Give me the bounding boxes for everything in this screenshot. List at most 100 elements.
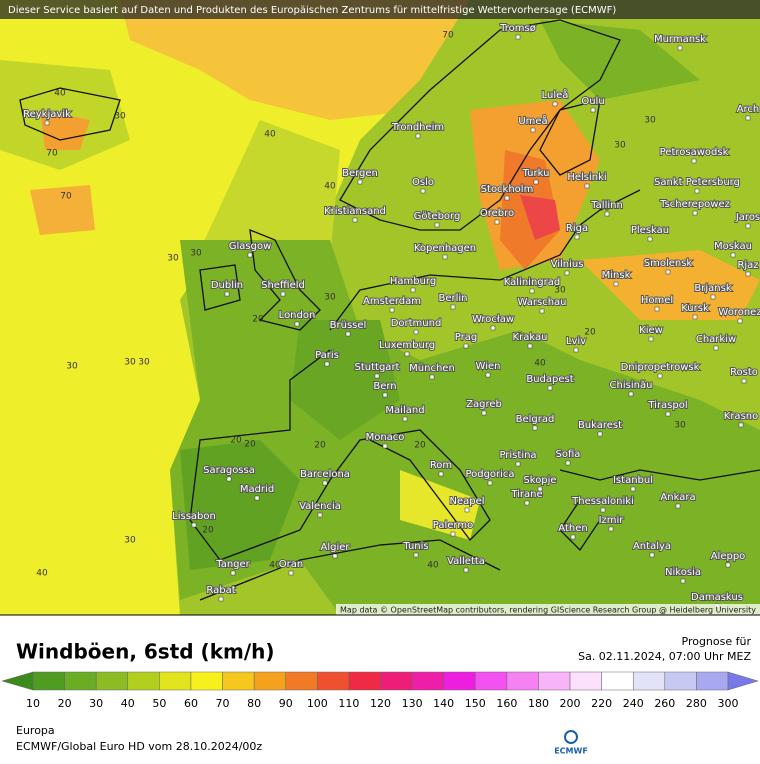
- city-dot: [570, 534, 576, 540]
- city-label: Tunis: [402, 541, 428, 552]
- colorbar-segment: [696, 671, 729, 691]
- city-label: Tanger: [215, 559, 250, 570]
- colorbar-segment: [317, 671, 350, 691]
- city-dot: [450, 531, 456, 537]
- contour-label: 20: [314, 441, 326, 451]
- attribution-bg: [336, 604, 760, 615]
- map-field: [180, 440, 300, 570]
- city-label: Tscherepowez: [659, 199, 730, 210]
- city-dot: [539, 308, 545, 314]
- city-dot: [494, 219, 500, 225]
- city-label: Chisinău: [610, 380, 653, 391]
- city-dot: [608, 526, 614, 532]
- city-dot: [590, 107, 596, 113]
- contour-label: 30: [644, 116, 656, 126]
- city-label: Saragossa: [203, 465, 255, 476]
- city-label: Kaliningrad: [504, 277, 560, 288]
- city-dot: [547, 385, 553, 391]
- contour-label: 30: [114, 112, 126, 122]
- region: Europa: [16, 724, 55, 737]
- city-dot: [429, 374, 435, 380]
- city-dot: [434, 222, 440, 228]
- map-field: [30, 185, 95, 235]
- model-run: ECMWF/Global Euro HD vom 28.10.2024/00z: [16, 740, 262, 753]
- colorbar-segment: [222, 671, 255, 691]
- city-dot: [647, 236, 653, 242]
- colorbar-segment: [569, 671, 602, 691]
- logo-text: ECMWF: [554, 747, 588, 756]
- contour-label: 40: [269, 561, 281, 571]
- city-label: Nikosia: [665, 567, 701, 578]
- city-dot: [322, 480, 328, 486]
- banner-bg: [0, 0, 760, 19]
- city-label: Aleppo: [711, 551, 746, 562]
- colorbar-tick-label: 20: [58, 697, 72, 710]
- contour-label: 70: [442, 31, 454, 41]
- city-dot: [657, 373, 663, 379]
- colorbar-tick-label: 140: [433, 697, 454, 710]
- colorbar-segment: [632, 671, 666, 691]
- colorbar-tick-label: 120: [370, 697, 391, 710]
- city-label: Monaco: [366, 432, 405, 443]
- colorbar-tick-label: 70: [216, 697, 230, 710]
- legend-title: Windböen, 6std (km/h): [16, 640, 275, 664]
- contour-label: 30: [124, 536, 136, 546]
- city-dot: [247, 252, 253, 258]
- city-label: Bergen: [342, 168, 378, 179]
- city-dot: [692, 210, 698, 216]
- city-label: Rosto: [730, 367, 758, 378]
- city-label: Reykjavik: [23, 109, 71, 120]
- city-dot: [529, 288, 535, 294]
- city-dot: [574, 234, 580, 240]
- city-label: Istanbul: [613, 475, 653, 486]
- city-label: Dublin: [211, 280, 243, 291]
- city-dot: [324, 361, 330, 367]
- city-dot: [487, 480, 493, 486]
- city-dot: [573, 347, 579, 353]
- colorbar-tick-label: 40: [121, 697, 135, 710]
- city-label: Minsk: [602, 270, 631, 281]
- city-label: Palermo: [433, 520, 473, 531]
- city-label: Kopenhagen: [414, 243, 476, 254]
- city-dot: [677, 45, 683, 51]
- city-label: Skopje: [523, 475, 556, 486]
- colorbar-tick-label: 200: [560, 697, 581, 710]
- city-dot: [438, 471, 444, 477]
- city-dot: [224, 291, 230, 297]
- city-label: Umeå: [518, 114, 547, 127]
- city-label: Göteborg: [414, 211, 461, 222]
- city-label: Brüssel: [330, 320, 367, 331]
- city-label: Woronez: [718, 307, 760, 318]
- colorbar-arrow: [727, 671, 759, 691]
- city-dot: [552, 101, 558, 107]
- city-label: München: [409, 363, 455, 374]
- city-label: Helsinki: [567, 172, 606, 183]
- city-label: Mailand: [385, 405, 424, 416]
- contour-label: 40: [598, 204, 610, 214]
- city-label: Krasno: [724, 411, 758, 422]
- city-dot: [649, 552, 655, 558]
- city-dot: [481, 410, 487, 416]
- city-dot: [515, 34, 521, 40]
- contour-label: 20: [584, 328, 596, 338]
- contour-label: 70: [60, 192, 72, 202]
- city-label: Antalya: [633, 541, 671, 552]
- city-label: Sofia: [556, 449, 581, 460]
- city-dot: [584, 183, 590, 189]
- city-label: Sheffield: [261, 280, 305, 291]
- city-dot: [191, 522, 197, 528]
- city-dot: [515, 461, 521, 467]
- city-dot: [280, 291, 286, 297]
- colorbar-tick-label: 180: [528, 697, 549, 710]
- city-dot: [738, 422, 744, 428]
- city-dot: [420, 188, 426, 194]
- city-label: Budapest: [526, 374, 573, 385]
- city-label: Tirane: [510, 489, 542, 500]
- city-label: Amsterdam: [363, 296, 421, 307]
- city-label: Luleå: [542, 88, 569, 101]
- city-dot: [230, 570, 236, 576]
- city-label: Bukarest: [578, 420, 622, 431]
- city-dot: [745, 271, 751, 277]
- city-dot: [254, 495, 260, 501]
